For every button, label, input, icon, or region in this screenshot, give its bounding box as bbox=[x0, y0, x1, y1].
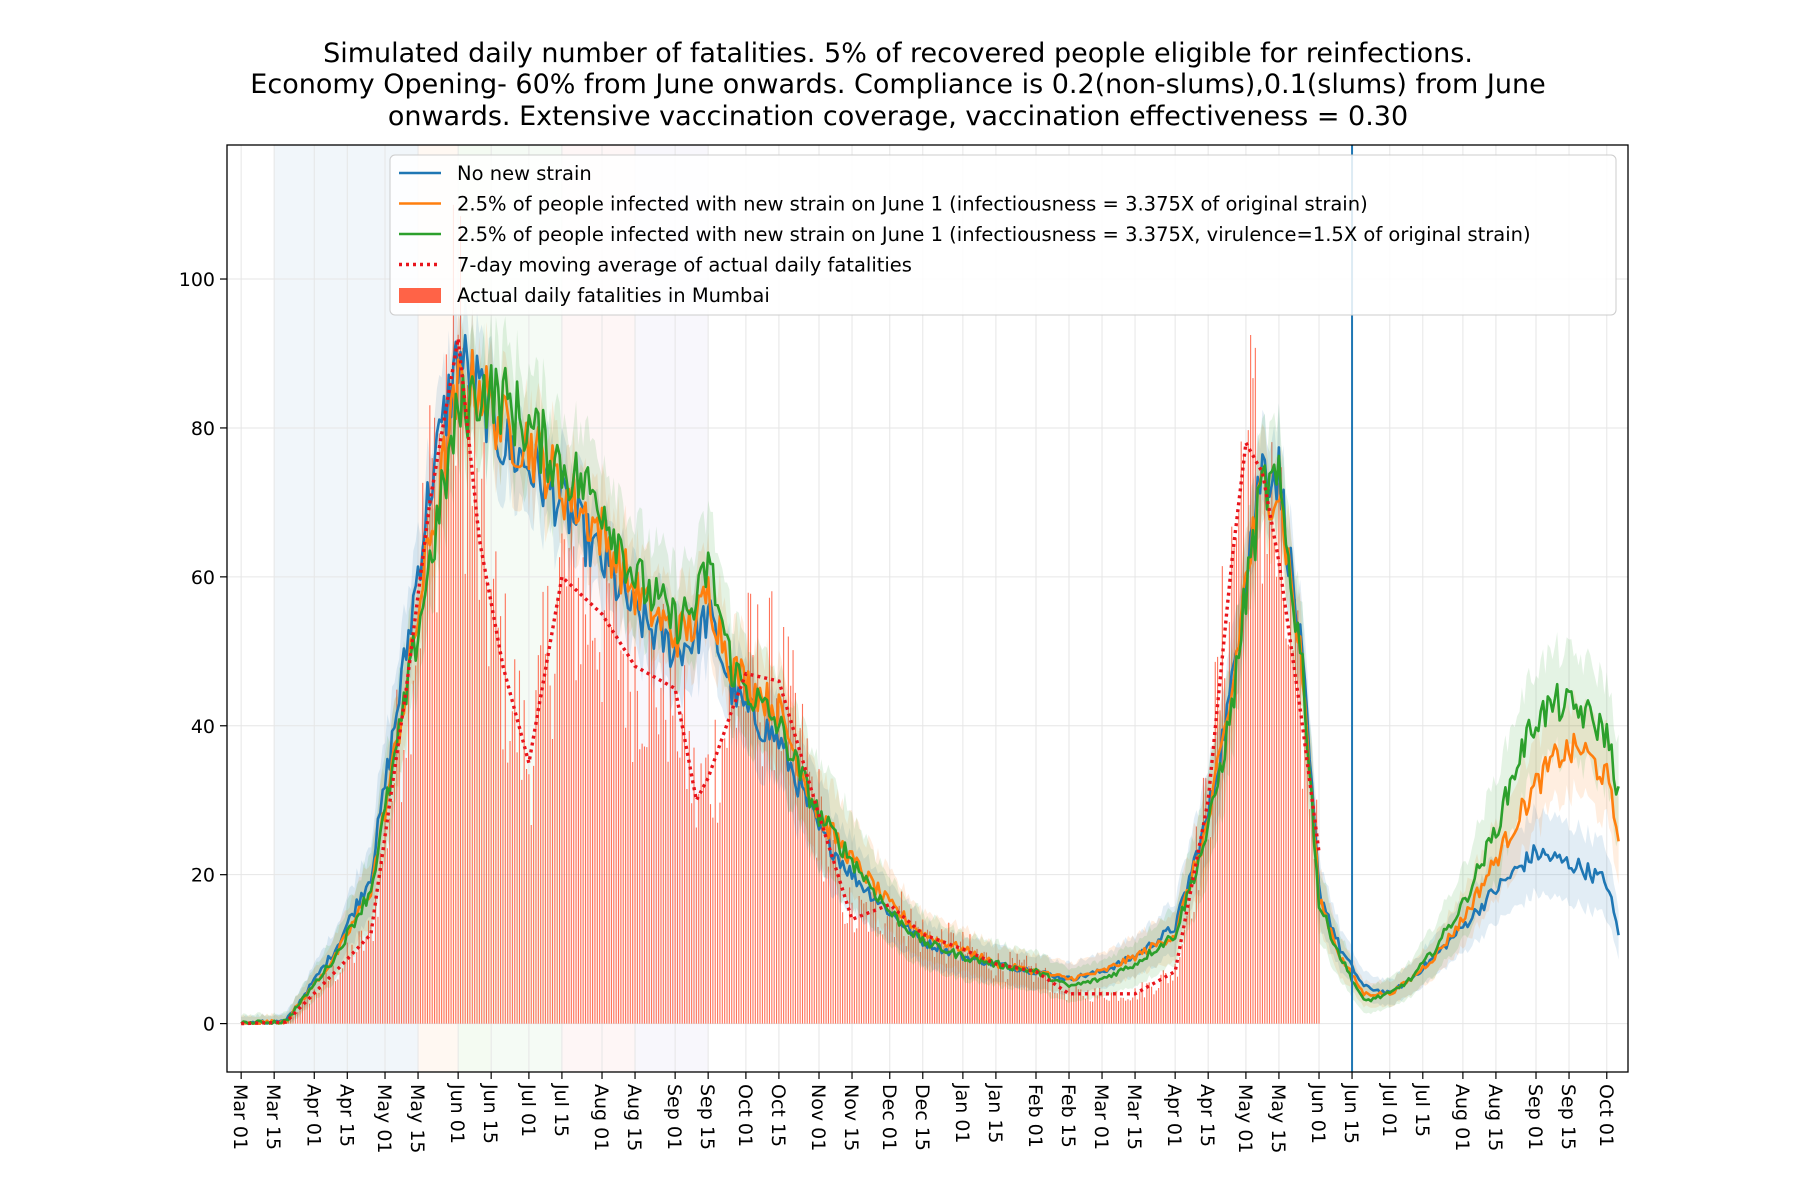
x-tick-label: Oct 01 bbox=[734, 1084, 756, 1147]
x-tick-label: Nov 01 bbox=[807, 1084, 829, 1151]
x-tick-label: Jun 01 bbox=[446, 1083, 468, 1144]
y-tick-label: 60 bbox=[191, 567, 215, 589]
x-tick-label: Jul 15 bbox=[550, 1083, 572, 1137]
series-line-3 bbox=[240, 363, 1620, 1025]
y-tick-label: 0 bbox=[203, 1014, 215, 1036]
chart-title-line-3: onwards. Extensive vaccination coverage,… bbox=[388, 101, 1408, 132]
x-tick-label: Apr 15 bbox=[1196, 1084, 1218, 1147]
x-tick-label: Sep 15 bbox=[696, 1084, 718, 1150]
x-tick-label: Jan 01 bbox=[951, 1083, 973, 1144]
chart-title-line-1: Simulated daily number of fatalities. 5%… bbox=[323, 38, 1473, 69]
x-tick-label: Jan 15 bbox=[984, 1083, 1006, 1144]
legend-box bbox=[389, 154, 1617, 316]
series-lines bbox=[240, 333, 1620, 1026]
x-tick-label: Mar 01 bbox=[1090, 1084, 1112, 1150]
x-tick-label: Oct 01 bbox=[1595, 1084, 1617, 1147]
x-tick-label: Aug 15 bbox=[623, 1084, 645, 1151]
y-axis: 0 20 40 60 80 100 bbox=[179, 269, 227, 1036]
plot-frame bbox=[226, 144, 1629, 1073]
y-tick-label: 20 bbox=[191, 865, 215, 887]
x-tick-label: Aug 01 bbox=[1451, 1084, 1473, 1151]
x-tick-label: Apr 01 bbox=[302, 1084, 324, 1147]
legend-label-3: 2.5% of people infected with new strain … bbox=[457, 223, 1531, 246]
chart-title-line-2: Economy Opening- 60% from June onwards. … bbox=[250, 69, 1545, 100]
x-axis: Mar 01 Mar 15 Apr 01 Apr 15 May 01 May 15 Jun … bbox=[229, 1072, 1617, 1154]
x-tick-label: Mar 15 bbox=[1123, 1084, 1145, 1150]
x-tick-label: Apr 01 bbox=[1163, 1084, 1185, 1147]
x-tick-label: May 15 bbox=[1267, 1084, 1289, 1154]
legend-label-2: 2.5% of people infected with new strain … bbox=[457, 193, 1368, 216]
x-tick-label: Jul 01 bbox=[1378, 1083, 1400, 1137]
legend: No new strain 2.5% of people infected wit… bbox=[389, 154, 1617, 316]
y-tick-label: 100 bbox=[179, 269, 215, 291]
y-tick-label: 40 bbox=[191, 716, 215, 738]
x-tick-label: Jun 01 bbox=[1307, 1083, 1329, 1144]
x-tick-label: May 01 bbox=[373, 1084, 395, 1154]
x-tick-label: Mar 15 bbox=[262, 1084, 284, 1150]
x-tick-label: Mar 01 bbox=[229, 1084, 251, 1150]
x-tick-label: Oct 15 bbox=[767, 1084, 789, 1147]
x-tick-label: Apr 15 bbox=[335, 1084, 357, 1147]
legend-label-1: No new strain bbox=[457, 162, 592, 185]
x-tick-label: Nov 15 bbox=[840, 1084, 862, 1151]
x-tick-label: Jun 15 bbox=[1340, 1083, 1362, 1144]
x-tick-label: Aug 15 bbox=[1484, 1084, 1506, 1151]
x-tick-label: Dec 01 bbox=[878, 1084, 900, 1151]
x-tick-label: Feb 15 bbox=[1057, 1084, 1079, 1148]
x-tick-label: Sep 01 bbox=[663, 1084, 685, 1150]
x-tick-label: May 15 bbox=[406, 1084, 428, 1154]
chart-title: Simulated daily number of fatalities. 5%… bbox=[250, 38, 1545, 132]
legend-swatch-bar bbox=[399, 288, 441, 303]
series-band-3 bbox=[241, 313, 1619, 1024]
legend-label-4: 7-day moving average of actual daily fat… bbox=[457, 254, 912, 277]
x-tick-label: May 01 bbox=[1234, 1084, 1256, 1154]
x-tick-label: Sep 01 bbox=[1524, 1084, 1546, 1150]
x-tick-label: Jul 01 bbox=[517, 1083, 539, 1137]
x-tick-label: Jun 15 bbox=[479, 1083, 501, 1144]
x-tick-label: Sep 15 bbox=[1557, 1084, 1579, 1150]
legend-label-5: Actual daily fatalities in Mumbai bbox=[457, 284, 770, 307]
x-tick-label: Jul 15 bbox=[1411, 1083, 1433, 1137]
x-tick-label: Aug 01 bbox=[590, 1084, 612, 1151]
x-tick-label: Feb 01 bbox=[1024, 1084, 1046, 1148]
y-tick-label: 80 bbox=[191, 418, 215, 440]
x-tick-label: Dec 15 bbox=[911, 1084, 933, 1151]
